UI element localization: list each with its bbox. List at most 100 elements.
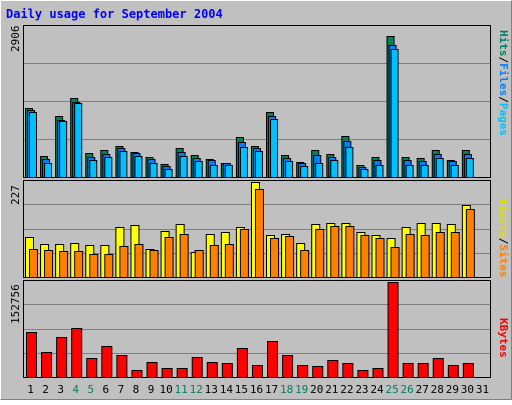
kbytes-bar-day-27 [417, 363, 429, 378]
sites-bar-day-7 [119, 246, 129, 278]
pages-bar-day-15 [239, 147, 248, 178]
day-label-23: 23 [355, 383, 368, 396]
kbytes-legend: KBytes [497, 318, 510, 358]
kbytes-bar-day-15 [236, 348, 248, 378]
pages-bar-day-13 [209, 165, 218, 178]
pages-bar-day-25 [390, 49, 399, 178]
day-label-2: 2 [42, 383, 49, 396]
pages-bar-day-4 [74, 103, 83, 178]
day-label-30: 30 [461, 383, 474, 396]
sites-bar-day-8 [134, 244, 144, 278]
pages-bar-day-6 [104, 157, 113, 178]
sites-bar-day-11 [179, 234, 189, 278]
kbytes-bar-day-25 [387, 282, 399, 378]
kbytes-bar-day-7 [116, 355, 128, 378]
legend-separator-2: / [497, 96, 510, 103]
day-label-6: 6 [103, 383, 110, 396]
sites-bar-day-28 [435, 232, 445, 278]
kbytes-bar-day-23 [357, 370, 369, 378]
kbytes-bar-day-11 [176, 368, 188, 378]
bars-layer [25, 36, 475, 378]
pages-bar-day-19 [300, 166, 309, 178]
chart-title: Daily usage for September 2004 [6, 7, 223, 21]
sites-bar-day-20 [315, 229, 325, 278]
sites-bar-day-10 [164, 237, 174, 278]
day-label-20: 20 [310, 383, 323, 396]
pages-bar-day-24 [375, 165, 384, 178]
pages-bar-day-2 [44, 163, 53, 178]
day-label-4: 4 [72, 383, 79, 396]
traffic-y-max-label: 2906 [9, 26, 22, 53]
pages-bar-day-11 [179, 156, 188, 178]
kbytes-bar-day-3 [56, 337, 68, 378]
day-label-8: 8 [133, 383, 140, 396]
day-label-24: 24 [370, 383, 384, 396]
sites-bar-day-22 [345, 226, 355, 278]
sites-bar-day-30 [465, 209, 475, 278]
visitors-y-max-label: 227 [9, 185, 22, 205]
kbytes-bar-day-13 [206, 362, 218, 378]
day-label-11: 11 [175, 383, 188, 396]
kbytes-bar-day-20 [312, 366, 324, 378]
day-label-21: 21 [325, 383, 338, 396]
day-label-27: 27 [416, 383, 429, 396]
pages-bar-day-12 [194, 161, 203, 178]
kbytes-bar-day-21 [327, 360, 339, 378]
day-label-7: 7 [118, 383, 125, 396]
legend-hits: Hits [497, 30, 510, 57]
sites-bar-day-5 [89, 254, 99, 278]
sites-bar-day-25 [390, 247, 400, 278]
legend-kbytes: KBytes [497, 318, 510, 358]
pages-bar-day-16 [254, 151, 263, 178]
pages-bar-day-17 [270, 119, 279, 178]
visitors-legend: Visits/Sites [497, 198, 510, 278]
kbytes-bar-day-6 [101, 346, 113, 378]
sites-bar-day-9 [149, 250, 159, 278]
day-label-22: 22 [340, 383, 353, 396]
sites-bar-day-16 [254, 189, 264, 278]
sites-bar-day-23 [360, 235, 370, 278]
pages-bar-day-30 [465, 158, 474, 178]
day-label-14: 14 [220, 383, 234, 396]
kbytes-bar-day-12 [191, 357, 203, 378]
kbytes-bar-day-28 [432, 358, 444, 378]
legend-separator-3: / [497, 238, 510, 245]
pages-bar-day-18 [285, 161, 294, 178]
day-label-29: 29 [446, 383, 459, 396]
sites-bar-day-2 [44, 250, 54, 278]
kbytes-bar-day-17 [267, 341, 279, 378]
pages-bar-day-23 [360, 169, 369, 178]
day-label-28: 28 [431, 383, 444, 396]
kbytes-bar-day-10 [161, 368, 173, 378]
day-labels: 1 2 3 4 5 6 7 8 9 10 11 12 13 14 15 16 17 18 19 20 21 22 23 24 2… [27, 383, 489, 396]
kbytes-bar-day-29 [447, 365, 459, 378]
kbytes-bar-day-18 [282, 355, 294, 378]
kbytes-bar-day-2 [41, 352, 53, 378]
sites-bar-day-6 [104, 254, 114, 278]
kbytes-bar-day-22 [342, 363, 354, 378]
day-label-10: 10 [159, 383, 172, 396]
day-label-15: 15 [235, 383, 248, 396]
pages-bar-day-1 [29, 112, 37, 178]
kbytes-y-max-label: 152756 [9, 284, 22, 324]
pages-bar-day-27 [420, 165, 429, 178]
pages-bar-day-28 [435, 158, 444, 178]
kbytes-bar-day-16 [251, 365, 263, 378]
day-label-17: 17 [265, 383, 278, 396]
kbytes-bar-day-19 [297, 365, 309, 378]
day-label-31: 31 [476, 383, 489, 396]
sites-bar-day-26 [405, 234, 415, 278]
day-label-18: 18 [280, 383, 293, 396]
kbytes-bar-day-14 [221, 363, 233, 378]
sites-bar-day-17 [270, 238, 280, 278]
pages-bar-day-29 [450, 165, 459, 178]
kbytes-bar-day-24 [372, 368, 384, 378]
sites-bar-day-13 [209, 245, 219, 278]
day-label-25: 25 [385, 383, 398, 396]
day-label-3: 3 [57, 383, 64, 396]
legend-visits: Visits [497, 198, 510, 238]
pages-bar-day-9 [149, 163, 158, 178]
sites-bar-day-4 [74, 251, 84, 278]
